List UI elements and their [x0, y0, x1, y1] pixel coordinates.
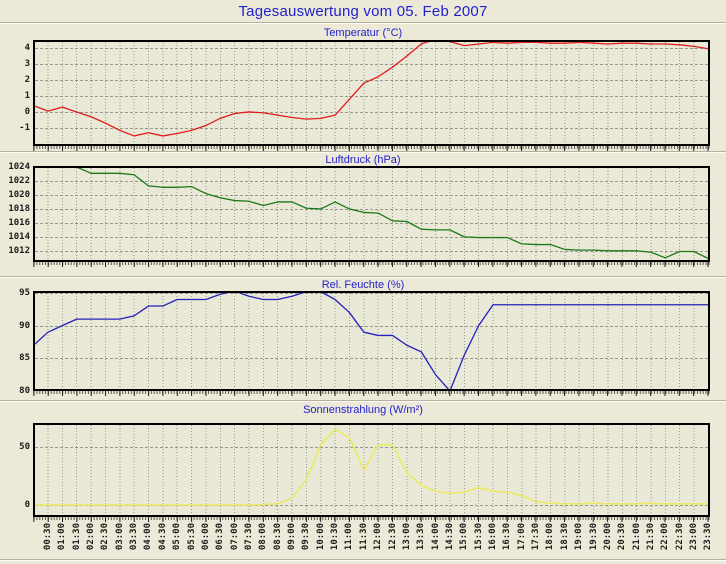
chart-title-feuchte: Rel. Feuchte (%) [321, 279, 405, 291]
chart-title-temperatur: Temperatur (°C) [323, 27, 403, 39]
x-tick-label: 22:30 [674, 523, 685, 551]
x-tick-label: 15:00 [459, 523, 470, 551]
luftdruck-y-tick-label: 1020 [8, 189, 30, 200]
x-tick-label: 01:00 [57, 523, 68, 551]
feuchte-plot-area [33, 291, 710, 391]
sonnenstrahlung-y-tick-label: 0 [24, 500, 30, 511]
x-tick-label: 14:30 [444, 523, 455, 551]
x-tick-label: 10:00 [315, 523, 326, 551]
x-tick-label: 20:00 [602, 523, 613, 551]
feuchte-y-tick-label: 80 [19, 386, 30, 396]
x-tick-label: 14:00 [430, 523, 441, 551]
x-tick-label: 08:00 [258, 523, 269, 551]
x-tick-label: 11:00 [344, 523, 355, 551]
temperatur-plot-canvas [33, 40, 710, 146]
temperatur-y-tick-label: 2 [24, 74, 30, 85]
x-tick-label: 13:30 [416, 523, 427, 551]
x-tick-label: 04:30 [157, 523, 168, 551]
x-tick-label: 11:30 [358, 523, 369, 551]
temperatur-y-tick-label: 4 [24, 42, 30, 53]
x-tick-label: 00:30 [43, 523, 53, 551]
x-tick-label: 21:00 [631, 523, 642, 551]
x-tick-label: 07:00 [229, 523, 240, 551]
x-tick-label: 06:30 [215, 523, 226, 551]
x-tick-label: 22:00 [660, 523, 671, 551]
x-tick-label: 02:00 [86, 523, 97, 551]
x-tick-label: 04:00 [143, 523, 154, 551]
sonnenstrahlung-series-line [34, 428, 709, 506]
sonnenstrahlung-plot-canvas [33, 423, 710, 517]
luftdruck-y-tick-label: 1024 [8, 162, 30, 173]
luftdruck-y-tick-label: 1012 [8, 245, 30, 256]
temperatur-y-tick-label: 0 [24, 106, 30, 117]
feuchte-plot-canvas [33, 291, 710, 391]
feuchte-y-tick-label: 95 [19, 287, 30, 298]
section-divider [0, 559, 726, 561]
temperatur-y-tick-label: 3 [24, 58, 30, 69]
luftdruck-plot-canvas [33, 166, 710, 262]
x-tick-label: 10:30 [330, 523, 341, 551]
luftdruck-y-tick-label: 1014 [8, 231, 30, 242]
temperatur-series-line [34, 41, 709, 137]
x-tick-label: 09:00 [287, 523, 298, 551]
luftdruck-minor-tick-comb [33, 262, 710, 267]
section-divider [0, 22, 726, 24]
x-tick-label: 18:30 [559, 523, 570, 551]
section-divider [0, 276, 726, 278]
x-tick-label: 02:30 [100, 523, 111, 551]
sonnenstrahlung-minor-tick-comb [33, 517, 710, 522]
x-tick-label: 03:00 [114, 523, 125, 551]
luftdruck-plot-area [33, 166, 710, 262]
chart-title-sonnenstrahlung: Sonnenstrahlung (W/m²) [303, 404, 423, 416]
temperatur-y-tick-label: 1 [24, 90, 30, 101]
x-tick-label: 19:00 [574, 523, 585, 551]
sonnenstrahlung-y-tick-label: 50 [19, 442, 30, 453]
x-tick-label: 16:30 [502, 523, 513, 551]
x-tick-label: 23:30 [703, 523, 714, 551]
x-tick-label: 08:30 [272, 523, 283, 551]
sonnenstrahlung-plot-area [33, 423, 710, 517]
x-tick-label: 17:00 [516, 523, 527, 551]
x-tick-label: 12:30 [387, 523, 398, 551]
luftdruck-y-tick-label: 1016 [8, 217, 30, 228]
temperatur-plot-area [33, 40, 710, 146]
luftdruck-y-tick-label: 1022 [8, 176, 30, 186]
x-tick-label: 07:30 [243, 523, 254, 551]
x-tick-label: 12:00 [373, 523, 384, 551]
x-tick-label: 17:30 [531, 523, 542, 551]
x-tick-label: 19:30 [588, 523, 599, 551]
feuchte-y-tick-label: 90 [19, 320, 30, 331]
feuchte-minor-tick-comb [33, 391, 710, 396]
x-tick-label: 20:30 [617, 523, 628, 551]
x-tick-label: 01:30 [71, 523, 82, 551]
x-tick-label: 06:00 [200, 523, 211, 551]
x-tick-label: 16:00 [488, 523, 499, 551]
chart-title-luftdruck: Luftdruck (hPa) [325, 154, 401, 166]
luftdruck-series-line [76, 167, 709, 260]
x-tick-label: 21:30 [645, 523, 656, 551]
feuchte-series-line [34, 292, 709, 390]
x-tick-label: 13:00 [401, 523, 412, 551]
luftdruck-y-tick-label: 1018 [8, 203, 30, 214]
section-divider [0, 400, 726, 402]
x-tick-label: 03:30 [129, 523, 140, 551]
feuchte-y-tick-label: 85 [19, 353, 30, 364]
x-tick-label: 18:00 [545, 523, 556, 551]
x-tick-label: 09:30 [301, 523, 312, 551]
page-title: Tagesauswertung vom 05. Feb 2007 [238, 3, 488, 20]
x-tick-label: 05:00 [172, 523, 183, 551]
x-tick-label: 23:00 [689, 523, 700, 551]
section-divider [0, 151, 726, 153]
x-tick-label: 15:30 [473, 523, 484, 551]
x-tick-label: 05:30 [186, 523, 197, 551]
temperatur-minor-tick-comb [33, 146, 710, 151]
temperatur-y-tick-label: -1 [19, 122, 30, 133]
